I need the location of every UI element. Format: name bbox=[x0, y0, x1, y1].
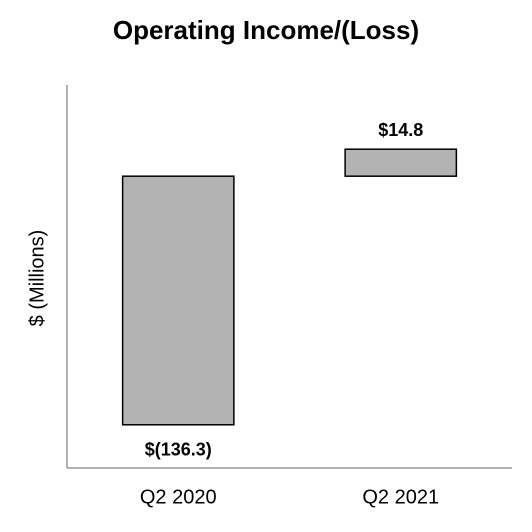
value-label: $(136.3) bbox=[145, 440, 212, 460]
x-tick-label: Q2 2021 bbox=[362, 486, 439, 508]
bar bbox=[344, 148, 458, 177]
value-label: $14.8 bbox=[378, 120, 423, 140]
y-axis-label: $ (Millions) bbox=[26, 230, 48, 327]
chart-title: Operating Income/(Loss) bbox=[113, 15, 419, 45]
bar bbox=[121, 175, 235, 426]
x-tick-label: Q2 2020 bbox=[140, 486, 217, 508]
